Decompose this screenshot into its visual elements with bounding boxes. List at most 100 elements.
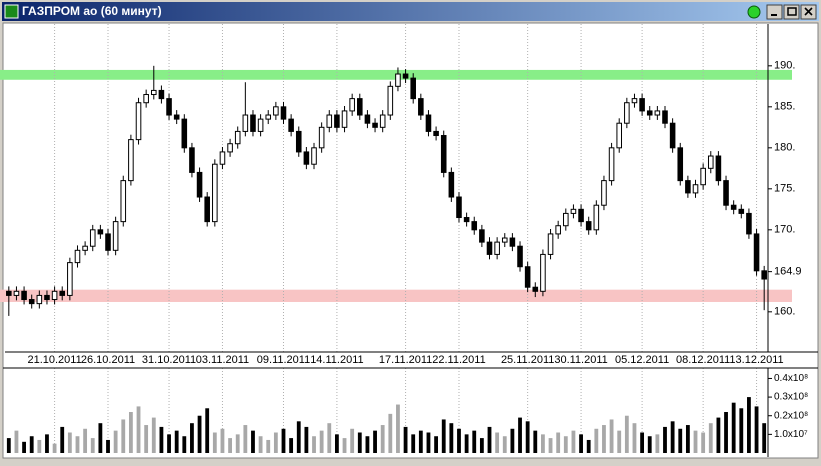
minimize-button[interactable] xyxy=(766,4,783,20)
volume-bar xyxy=(586,439,591,453)
volume-bar xyxy=(327,423,332,453)
candle-body xyxy=(433,130,439,137)
candle-body xyxy=(601,180,607,206)
volume-bar xyxy=(144,425,149,453)
candle-body xyxy=(692,184,699,194)
candle-body xyxy=(418,98,424,116)
candle-body xyxy=(700,167,706,186)
candle-body xyxy=(616,122,623,149)
volume-bar xyxy=(212,432,217,453)
x-tick-label: 31.10.2011 xyxy=(142,354,196,366)
level-band xyxy=(0,289,792,302)
candle-body xyxy=(334,114,340,128)
volume-bar xyxy=(174,430,179,453)
volume-bar xyxy=(518,417,522,453)
volume-bar xyxy=(510,428,515,453)
volume-bar xyxy=(243,425,248,453)
candle-body xyxy=(730,204,737,210)
volume-bar xyxy=(106,439,110,453)
volume-bar xyxy=(617,430,622,453)
candle-body xyxy=(288,118,294,132)
candle-body xyxy=(402,73,409,79)
candle-body xyxy=(624,102,630,124)
volume-bar xyxy=(75,436,80,453)
volume-bar xyxy=(541,434,545,453)
volume-bar xyxy=(342,438,347,453)
y-tick-label: 190. xyxy=(774,60,795,72)
y-tick-label: 160. xyxy=(774,306,795,318)
volume-bar xyxy=(281,428,286,453)
volume-bar xyxy=(724,412,728,453)
candle-body xyxy=(166,98,172,116)
volume-bar xyxy=(29,436,34,453)
volume-bar xyxy=(190,423,194,453)
candle-body xyxy=(669,122,676,149)
candle-body xyxy=(227,143,233,153)
x-tick-label: 26.10.2011 xyxy=(81,354,135,366)
volume-bar xyxy=(98,423,103,453)
candle-body xyxy=(128,139,134,182)
candle-body xyxy=(463,217,470,223)
volume-bar xyxy=(678,428,683,453)
volume-bar xyxy=(266,439,271,453)
x-tick-label: 13.12.2011 xyxy=(729,354,783,366)
volume-bar xyxy=(220,428,225,453)
candle-body xyxy=(540,253,546,292)
candle-body xyxy=(204,196,210,223)
x-tick-label: 05.12.2011 xyxy=(615,354,669,366)
volume-bar xyxy=(602,425,606,453)
candle-body xyxy=(265,114,272,120)
candle-body xyxy=(410,77,416,100)
volume-bar xyxy=(434,436,439,453)
candle-body xyxy=(341,110,348,128)
candle-body xyxy=(135,102,142,141)
candle-body xyxy=(120,180,127,223)
candle-body xyxy=(51,290,58,301)
candle-body xyxy=(509,237,516,247)
candle-body xyxy=(234,130,241,145)
volume-bar xyxy=(663,426,667,453)
volume-bar xyxy=(334,434,339,453)
candle-body xyxy=(425,114,432,132)
app-icon xyxy=(4,4,19,19)
volume-bar xyxy=(754,406,759,453)
volume-bar xyxy=(258,436,263,453)
volume-bar xyxy=(739,408,744,453)
candle-body xyxy=(585,221,592,231)
volume-bar xyxy=(319,430,324,453)
candle-body xyxy=(44,294,50,301)
candle-body xyxy=(440,135,447,173)
candle-body xyxy=(738,208,745,214)
x-tick-label: 14.11.2011 xyxy=(310,354,363,366)
candle-body xyxy=(707,155,714,169)
candle-body xyxy=(74,249,81,264)
candle-body xyxy=(479,229,485,243)
candle-body xyxy=(82,245,88,251)
volume-bar xyxy=(357,432,362,453)
volume-bar xyxy=(632,423,637,453)
candle-body xyxy=(387,85,394,116)
candle-body xyxy=(89,229,96,247)
volume-bar xyxy=(388,413,393,453)
y-tick-label: 185. xyxy=(774,101,795,113)
close-icon xyxy=(804,7,813,16)
candle-body xyxy=(578,208,584,223)
volume-bar xyxy=(502,436,507,453)
volume-bar xyxy=(365,436,370,453)
volume-bar xyxy=(159,426,164,453)
candle-body xyxy=(158,89,165,100)
candle-body xyxy=(395,73,401,87)
volume-bar xyxy=(479,438,484,453)
volume-bar xyxy=(747,397,751,453)
status-button[interactable] xyxy=(747,5,761,19)
volume-bar xyxy=(418,430,423,453)
volume-bar xyxy=(304,426,309,453)
candle-body xyxy=(257,118,264,132)
volume-bar xyxy=(716,417,721,453)
volume-bar xyxy=(403,426,408,453)
volume-bar xyxy=(624,415,629,453)
candle-body xyxy=(364,114,371,124)
candle-body xyxy=(181,118,188,149)
candle-body xyxy=(311,147,317,165)
